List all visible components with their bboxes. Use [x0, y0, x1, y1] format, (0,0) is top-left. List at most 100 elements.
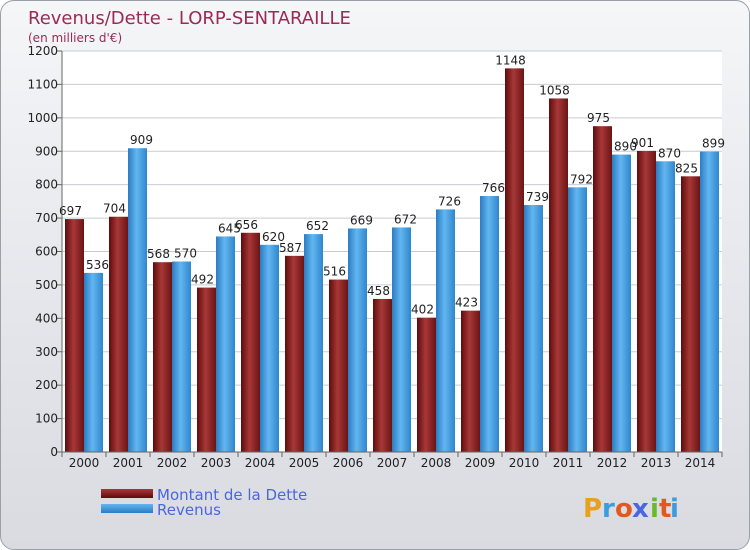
bar-revenus-2007 [392, 227, 411, 452]
bar-revenus-2013 [656, 161, 675, 452]
y-tick-label: 400 [35, 311, 58, 325]
bar-revenus-2000 [84, 272, 103, 452]
bar-debt-2007 [373, 298, 392, 452]
data-label-debt-2009: 423 [455, 296, 478, 310]
y-tick-label: 200 [35, 378, 58, 392]
logo-letter: i [670, 494, 679, 524]
data-label-debt-2006: 516 [323, 265, 346, 279]
bar-revenus-2014 [700, 151, 719, 452]
x-tick-label: 2009 [465, 456, 496, 470]
bar-debt-2008 [417, 317, 436, 452]
x-axis-ticks: 2000 2001 2002 2003 2004 2005 2006 2007 2008 2009… [61, 452, 723, 470]
data-label-revenus-2006: 669 [350, 213, 373, 227]
data-label-debt-2003: 492 [191, 273, 214, 287]
bar-debt-2004 [241, 232, 260, 452]
bar-revenus-2011 [568, 187, 587, 452]
logo-letter: P [583, 494, 602, 524]
data-label-revenus-2005: 652 [306, 219, 329, 233]
y-tick-label: 600 [35, 245, 58, 259]
x-tick-label: 2010 [509, 456, 540, 470]
data-label-revenus-2001: 909 [130, 133, 153, 147]
logo-letter: r [602, 494, 615, 524]
data-label-debt-2011: 1058 [539, 83, 570, 97]
bar-debt-2013 [637, 150, 656, 452]
bar-revenus-2006 [348, 228, 367, 452]
data-label-revenus-2007: 672 [394, 212, 417, 226]
bar-debt-2003 [197, 287, 216, 452]
bar-revenus-2009 [480, 196, 499, 452]
legend-label-revenus: Revenus [157, 501, 221, 519]
logo-letter: o [615, 494, 633, 524]
chart-title: Revenus/Dette - LORP-SENTARAILLE [28, 8, 351, 29]
x-tick-label: 2006 [333, 456, 364, 470]
logo-letter: x [632, 494, 649, 524]
data-label-debt-2014: 825 [675, 161, 698, 175]
y-tick-label: 1000 [27, 111, 58, 125]
x-tick-label: 2013 [641, 456, 672, 470]
bar-debt-2001 [109, 216, 128, 452]
legend-swatch-revenus [101, 504, 153, 513]
x-tick-label: 2014 [685, 456, 716, 470]
bar-debt-2006 [329, 279, 348, 452]
data-label-debt-2008: 402 [411, 303, 434, 317]
y-tick-label: 1100 [27, 77, 58, 91]
y-tick-label: 800 [35, 178, 58, 192]
y-axis-ticks: 0 100 200 300 400 500 600 700 800 900 1000 1100 1200 [27, 44, 58, 459]
bar-debt-2010 [505, 68, 524, 453]
x-tick-label: 2002 [157, 456, 188, 470]
bar-revenus-2003 [216, 236, 235, 452]
y-tick-label: 900 [35, 144, 58, 158]
x-tick-label: 2012 [597, 456, 628, 470]
data-label-revenus-2004: 620 [262, 230, 285, 244]
bar-revenus-2010 [524, 205, 543, 452]
bar-debt-2011 [549, 98, 568, 453]
bar-revenus-2002 [172, 261, 191, 452]
data-label-debt-2002: 568 [147, 247, 170, 261]
data-label-revenus-2013: 870 [658, 146, 681, 160]
bar-revenus-2012 [612, 154, 631, 452]
data-label-debt-2004: 656 [235, 218, 258, 232]
legend-label-debt: Montant de la Dette [157, 486, 307, 504]
data-label-revenus-2002: 570 [174, 247, 197, 261]
y-tick-label: 300 [35, 345, 58, 359]
y-tick-label: 500 [35, 278, 58, 292]
x-tick-label: 2004 [245, 456, 276, 470]
y-tick-label: 0 [50, 445, 58, 459]
legend-swatch-debt [101, 489, 153, 498]
data-label-revenus-2009: 766 [482, 181, 505, 195]
bar-revenus-2005 [304, 234, 323, 452]
bar-debt-2009 [461, 310, 480, 452]
data-label-revenus-2012: 890 [614, 140, 637, 154]
data-label-debt-2013: 901 [631, 136, 654, 150]
x-tick-label: 2005 [289, 456, 320, 470]
bar-revenus-2008 [436, 209, 455, 452]
bar-debt-2000 [65, 219, 84, 452]
y-tick-label: 700 [35, 211, 58, 225]
bar-debt-2014 [681, 176, 700, 452]
data-label-debt-2000: 697 [59, 204, 82, 218]
x-tick-label: 2000 [69, 456, 100, 470]
data-label-debt-2010: 1148 [495, 53, 526, 67]
data-label-revenus-2011: 792 [570, 172, 593, 186]
logo-letter: t [659, 494, 671, 524]
data-label-revenus-2014: 899 [702, 137, 725, 151]
data-label-debt-2007: 458 [367, 284, 390, 298]
x-tick-label: 2007 [377, 456, 408, 470]
chart-subtitle: (en milliers d'€) [28, 31, 122, 45]
logo-letter: i [650, 494, 659, 524]
x-tick-label: 2003 [201, 456, 232, 470]
bar-revenus-2001 [128, 148, 147, 452]
bars [65, 68, 719, 453]
data-label-revenus-2010: 739 [526, 190, 549, 204]
x-tick-label: 2011 [553, 456, 584, 470]
y-tick-label: 1200 [27, 44, 58, 58]
y-tick-label: 100 [35, 412, 58, 426]
data-label-debt-2005: 587 [279, 241, 302, 255]
bar-debt-2002 [153, 262, 172, 452]
data-label-revenus-2008: 726 [438, 194, 461, 208]
legend: Montant de la Dette Revenus [101, 486, 307, 519]
